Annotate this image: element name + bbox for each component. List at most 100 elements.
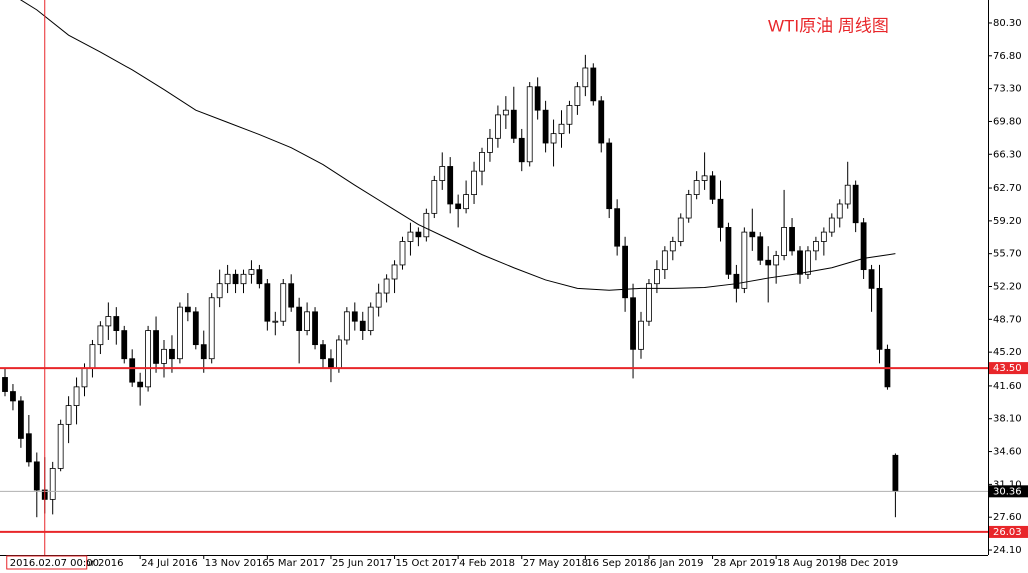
candle-body [343, 311, 350, 341]
candle-body [502, 109, 509, 116]
candle-body [264, 283, 271, 322]
candle-body [248, 269, 255, 275]
candle-body [741, 231, 748, 289]
candle-body [89, 344, 96, 369]
candle-body [701, 175, 708, 181]
x-tick-label: 8 Dec 2019 [841, 558, 899, 569]
candle-body [399, 241, 406, 266]
candle-body [844, 184, 851, 205]
candle-body [622, 245, 628, 299]
candle-body [169, 348, 175, 360]
candle-body [820, 231, 827, 242]
y-tick-label: 27.60 [993, 512, 1022, 523]
candle-body [574, 86, 581, 106]
y-tick-label: 24.10 [993, 545, 1022, 556]
candle-body [312, 311, 318, 346]
candle-body [25, 433, 32, 463]
candle-body [566, 105, 573, 125]
y-tick-label: 48.70 [993, 314, 1022, 325]
candle-body [661, 250, 668, 271]
x-tick-label: Apr 2016 [78, 558, 124, 569]
y-tick-label: 38.10 [993, 414, 1022, 425]
candle-body [463, 194, 470, 210]
y-tick-label: 73.30 [993, 84, 1022, 95]
candle-body [725, 227, 732, 275]
candle-body [176, 306, 183, 360]
candle-body [550, 133, 557, 144]
candle-body [773, 255, 780, 266]
candle-body [208, 297, 215, 360]
candle-body [121, 330, 128, 360]
candle-body [407, 231, 414, 242]
candle-body [510, 109, 517, 139]
candle-body [97, 325, 104, 346]
candle-body [367, 306, 374, 331]
candle-body [423, 212, 430, 238]
candle-body [765, 259, 772, 266]
candle-body [73, 386, 80, 407]
candle-body [224, 273, 231, 285]
candle-body [439, 166, 446, 181]
candle-body [487, 137, 493, 153]
candle-body [606, 142, 613, 210]
candle-body [717, 198, 724, 228]
candle-body [65, 405, 72, 425]
candle-body [272, 320, 279, 323]
price-label-box [989, 525, 1028, 538]
price-label: 26.03 [993, 527, 1022, 538]
candle-body [184, 306, 191, 313]
x-tick-label: 18 Aug 2019 [777, 558, 841, 569]
candle-body [145, 330, 152, 388]
y-tick-label: 66.30 [993, 149, 1022, 160]
price-label-box [989, 362, 1028, 375]
candle-body [852, 184, 859, 224]
candle-body [200, 344, 207, 360]
candle-body [216, 283, 223, 299]
x-tick-label: 15 Oct 2017 [396, 558, 458, 569]
candle-body [320, 344, 326, 360]
candle-body [447, 166, 454, 205]
x-tick-label: 16 Sep 2018 [586, 558, 649, 569]
candle-body [646, 283, 652, 322]
candle-body [359, 320, 366, 331]
candle-body [431, 180, 438, 214]
plot-area [2, 0, 899, 518]
candle-body [57, 423, 64, 469]
y-tick-label: 76.80 [993, 51, 1022, 62]
candle-body [479, 151, 485, 172]
price-label-box [989, 485, 1028, 498]
candle-body [669, 241, 676, 252]
candle-body [17, 400, 24, 439]
candle-body [10, 391, 16, 402]
candle-body [192, 311, 199, 346]
candle-body [590, 67, 597, 102]
x-tick-label: 28 Apr 2019 [714, 558, 776, 569]
candle-body [805, 250, 811, 275]
candle-body [781, 227, 787, 256]
x-tick-label: 4 Feb 2018 [459, 558, 515, 569]
candle-body [455, 203, 462, 210]
candle-body [797, 250, 803, 275]
candle-body [542, 109, 549, 144]
candle-body [709, 175, 716, 200]
candle-body [789, 227, 795, 252]
candle-body [526, 86, 533, 163]
candle-body [630, 297, 636, 350]
candle-body [129, 358, 136, 383]
candle-body [654, 269, 660, 285]
candle-body [256, 269, 263, 285]
x-tick-label: 6 Jan 2019 [650, 558, 704, 569]
candle-body [582, 67, 589, 88]
crosshair-label: 2016.02.07 00:00 [10, 558, 99, 569]
candle-body [375, 292, 382, 308]
y-tick-label: 41.60 [993, 381, 1022, 392]
candle-body [296, 306, 303, 331]
candle-body [534, 86, 541, 111]
y-tick-label: 80.30 [993, 18, 1022, 29]
candle-body [677, 217, 684, 242]
candle-body [137, 381, 144, 388]
candle-body [240, 273, 247, 285]
y-tick-label: 62.70 [993, 183, 1022, 194]
candle-body [471, 170, 477, 195]
